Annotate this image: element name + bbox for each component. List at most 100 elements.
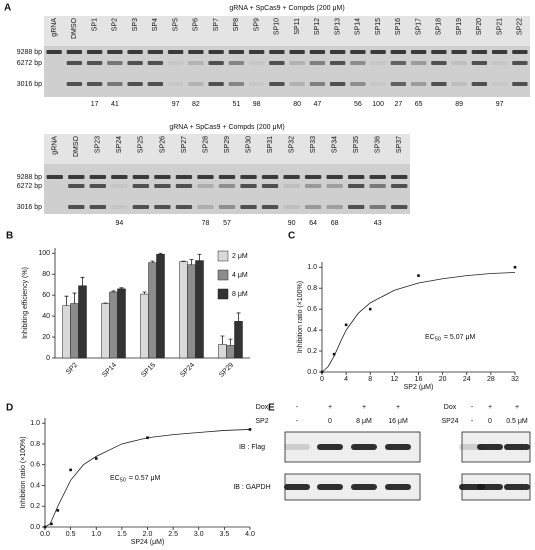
inhibition-value: 98 bbox=[253, 101, 261, 108]
x-tick-label: 24 bbox=[463, 376, 471, 383]
row-cell: 8 μM bbox=[356, 418, 372, 425]
gel-band bbox=[89, 184, 107, 188]
marker-label: 9288 bp bbox=[17, 49, 42, 56]
lane-label: SP23 bbox=[95, 136, 102, 153]
gel-band bbox=[512, 61, 528, 65]
gel-band bbox=[89, 205, 107, 209]
gel-band bbox=[127, 61, 143, 65]
legend-swatch bbox=[217, 288, 229, 300]
gel-band bbox=[175, 175, 193, 179]
gel-band bbox=[451, 61, 467, 65]
gel-band bbox=[309, 61, 326, 65]
gel-band bbox=[512, 82, 528, 86]
lane-label: SP21 bbox=[496, 18, 503, 35]
gel-band bbox=[197, 175, 214, 179]
gel-band bbox=[154, 175, 171, 179]
x-tick-label: SP15 bbox=[140, 362, 157, 379]
bar bbox=[226, 345, 235, 359]
gel-band bbox=[391, 184, 408, 188]
x-tick-label: 2.0 bbox=[143, 531, 153, 538]
gel-band bbox=[167, 61, 184, 65]
y-tick-label: 0.6 bbox=[307, 306, 317, 313]
gel-band bbox=[197, 205, 214, 209]
gel-band bbox=[240, 184, 257, 188]
row-cell: - bbox=[296, 404, 299, 411]
gel-band bbox=[370, 61, 386, 65]
gel-band bbox=[132, 184, 150, 188]
lane-label: SP25 bbox=[138, 136, 145, 153]
bar bbox=[195, 260, 204, 359]
gel-band bbox=[240, 205, 257, 209]
data-point bbox=[50, 522, 53, 526]
blot-band bbox=[504, 444, 530, 450]
gel-band bbox=[491, 50, 508, 54]
gel-band bbox=[66, 50, 83, 54]
y-tick-label: 40 bbox=[42, 313, 50, 320]
x-tick-label: 28 bbox=[487, 376, 495, 383]
gel-band bbox=[175, 205, 193, 209]
fit-curve bbox=[321, 272, 516, 373]
gel-band bbox=[167, 82, 184, 86]
blot-band bbox=[477, 484, 503, 490]
lane-label: SP17 bbox=[415, 18, 422, 35]
gel-band bbox=[347, 205, 365, 209]
gel-band bbox=[188, 61, 204, 65]
data-point bbox=[513, 265, 517, 269]
lane-label: SP31 bbox=[267, 136, 274, 153]
row-cell: + bbox=[396, 404, 400, 411]
bar bbox=[109, 291, 118, 359]
gel-band bbox=[410, 50, 427, 54]
gel-band bbox=[248, 82, 265, 86]
error-bar bbox=[197, 253, 202, 261]
blot-band bbox=[351, 444, 377, 450]
gel-band bbox=[127, 82, 143, 86]
error-bar bbox=[142, 291, 147, 295]
gel-band bbox=[147, 50, 164, 54]
x-tick-label: 20 bbox=[439, 376, 447, 383]
gel-band bbox=[240, 175, 257, 179]
gel-band bbox=[107, 82, 123, 86]
error-bar bbox=[220, 335, 225, 345]
gel-band bbox=[208, 82, 224, 86]
row-cell: + bbox=[362, 404, 366, 411]
lane-label: SP13 bbox=[334, 18, 341, 35]
gel-band bbox=[283, 175, 300, 179]
data-point bbox=[344, 323, 348, 327]
blot-band bbox=[504, 484, 530, 490]
gel-band bbox=[370, 82, 386, 86]
x-tick-label: 3.0 bbox=[194, 531, 204, 538]
row-cell: + bbox=[328, 404, 332, 411]
x-axis-label: SP2 (μM) bbox=[404, 384, 434, 391]
data-point bbox=[368, 307, 372, 311]
gel-band bbox=[111, 184, 128, 188]
inhibition-value: 97 bbox=[496, 101, 504, 108]
gel-band bbox=[107, 50, 123, 54]
gel-band bbox=[218, 184, 236, 188]
lane-label: SP2 bbox=[112, 18, 119, 31]
blot-band bbox=[385, 484, 411, 490]
gel-band bbox=[147, 82, 164, 86]
row-label: SP2 bbox=[255, 418, 268, 425]
bar bbox=[234, 321, 243, 359]
blot-band bbox=[317, 444, 343, 450]
error-bar bbox=[72, 292, 77, 304]
lane-label: gRNA bbox=[52, 136, 59, 155]
gel-band bbox=[111, 205, 128, 209]
lane-label: SP18 bbox=[436, 18, 443, 35]
gel-band bbox=[208, 61, 224, 65]
x-tick-label: 0.0 bbox=[40, 531, 50, 538]
inhibition-value: 27 bbox=[394, 101, 402, 108]
data-point bbox=[248, 428, 252, 431]
inhibition-value: 90 bbox=[288, 220, 296, 227]
data-point bbox=[43, 525, 47, 529]
gel-band bbox=[269, 82, 285, 86]
gel-band bbox=[350, 61, 366, 65]
lane-label: SP4 bbox=[152, 18, 159, 31]
gel-band bbox=[269, 50, 285, 54]
gel-band bbox=[304, 184, 322, 188]
lane-label: SP8 bbox=[233, 18, 240, 31]
lane-label: SP7 bbox=[213, 18, 220, 31]
gel-band bbox=[309, 50, 326, 54]
gel-band bbox=[208, 50, 224, 54]
y-tick-label: 0.2 bbox=[307, 348, 317, 355]
